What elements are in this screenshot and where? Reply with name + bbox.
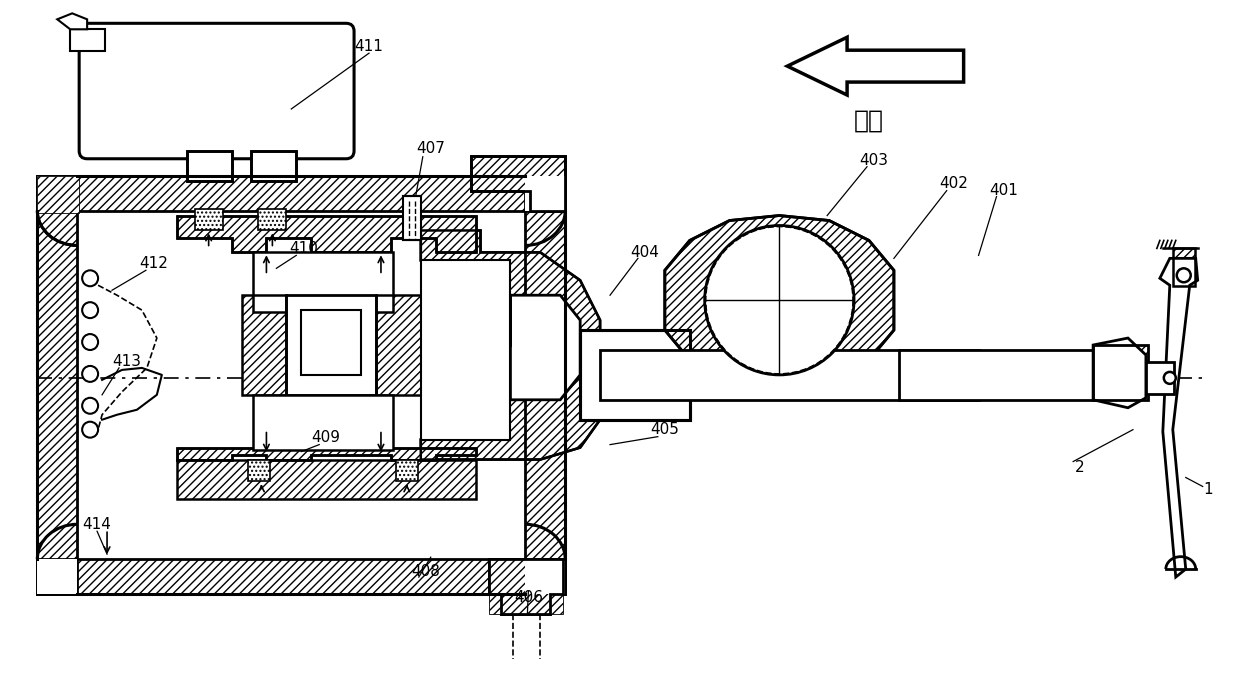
Bar — [580, 330, 689, 420]
Text: 前向: 前向 — [854, 109, 884, 133]
Bar — [1094, 345, 1148, 400]
Polygon shape — [57, 13, 87, 29]
Bar — [1094, 345, 1148, 400]
Text: 411: 411 — [355, 39, 383, 54]
Bar — [248, 459, 270, 482]
FancyBboxPatch shape — [79, 23, 355, 159]
Bar — [253, 395, 393, 450]
Bar — [242, 296, 286, 395]
Polygon shape — [1159, 259, 1198, 577]
Bar — [526, 176, 565, 594]
Text: 403: 403 — [859, 153, 889, 168]
Text: 402: 402 — [939, 176, 968, 191]
Bar — [420, 261, 511, 440]
Text: 404: 404 — [630, 245, 660, 260]
FancyArrow shape — [787, 37, 963, 95]
Bar — [376, 296, 420, 395]
Text: 413: 413 — [113, 355, 141, 369]
Circle shape — [704, 226, 854, 375]
Bar — [899, 350, 1094, 400]
Text: 407: 407 — [417, 141, 445, 156]
Bar — [37, 176, 77, 210]
Polygon shape — [665, 215, 894, 385]
Polygon shape — [471, 155, 565, 210]
Bar — [252, 151, 296, 181]
Bar — [600, 350, 978, 400]
Bar — [376, 296, 420, 395]
Text: 406: 406 — [513, 590, 543, 604]
Bar — [37, 176, 77, 594]
Bar — [72, 210, 528, 564]
Circle shape — [1177, 268, 1190, 282]
Text: 409: 409 — [311, 430, 341, 445]
Bar — [286, 296, 376, 395]
Text: 414: 414 — [83, 516, 112, 532]
Bar — [37, 176, 565, 210]
Polygon shape — [420, 231, 600, 459]
Circle shape — [82, 334, 98, 350]
Text: 410: 410 — [289, 241, 317, 256]
Circle shape — [82, 422, 98, 438]
Bar — [403, 196, 420, 240]
Polygon shape — [177, 215, 476, 252]
Circle shape — [82, 398, 98, 414]
Bar — [37, 559, 565, 594]
Bar — [195, 208, 223, 231]
Bar — [177, 459, 476, 499]
Bar — [301, 310, 361, 375]
Bar — [37, 559, 77, 594]
Bar — [187, 151, 232, 181]
Bar — [1173, 248, 1194, 286]
Bar — [187, 151, 232, 181]
Bar — [37, 559, 565, 594]
Polygon shape — [177, 447, 476, 459]
Text: 2: 2 — [1075, 460, 1085, 475]
Bar — [242, 296, 286, 395]
Bar — [252, 151, 296, 181]
Bar — [526, 176, 565, 594]
Bar — [71, 29, 105, 51]
Bar — [37, 176, 77, 594]
Bar — [580, 330, 689, 420]
Polygon shape — [511, 296, 580, 400]
Bar — [1173, 248, 1194, 286]
Text: 401: 401 — [990, 183, 1018, 198]
Text: 408: 408 — [412, 564, 440, 579]
Bar — [177, 459, 476, 499]
Bar — [526, 559, 565, 594]
Bar — [526, 176, 565, 210]
Circle shape — [82, 270, 98, 286]
Text: 1: 1 — [1203, 482, 1213, 497]
Polygon shape — [489, 559, 563, 614]
Bar — [253, 252, 393, 312]
Bar — [252, 151, 296, 181]
Polygon shape — [1094, 338, 1146, 408]
Bar — [258, 208, 286, 231]
Bar — [580, 330, 689, 420]
Circle shape — [82, 302, 98, 318]
Circle shape — [82, 366, 98, 382]
Bar — [37, 176, 79, 213]
Circle shape — [1164, 372, 1176, 384]
Bar — [37, 176, 565, 210]
Bar — [489, 559, 563, 614]
Bar — [1146, 362, 1174, 394]
Bar — [396, 459, 418, 482]
Text: 405: 405 — [651, 422, 680, 437]
Bar — [187, 151, 232, 181]
Text: 412: 412 — [139, 256, 169, 271]
